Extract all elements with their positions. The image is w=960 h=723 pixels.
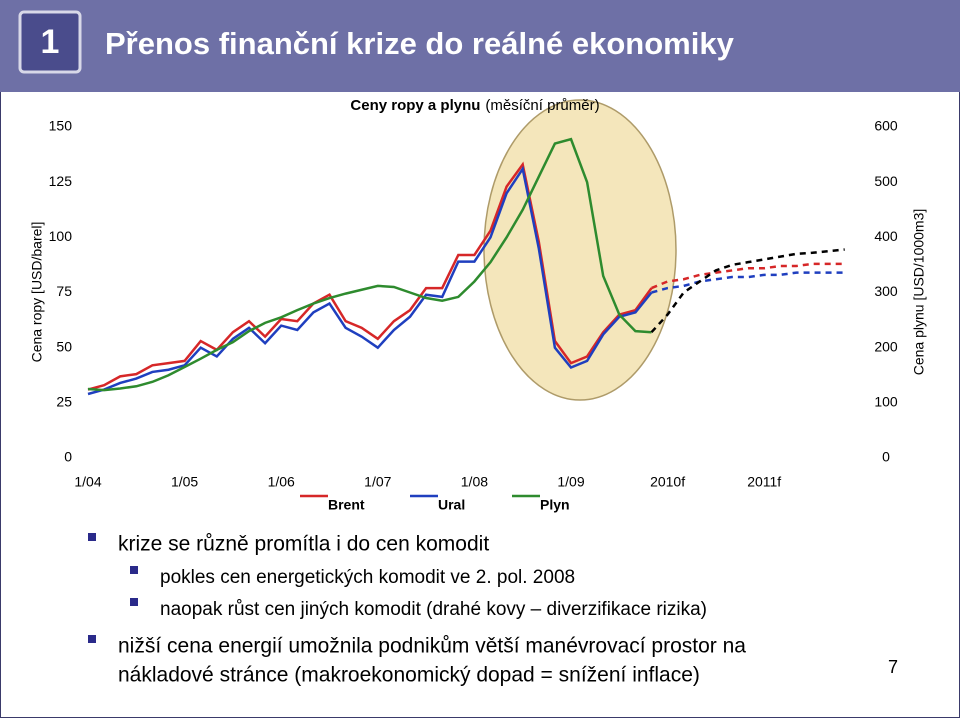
x-tick-label: 1/05 bbox=[171, 474, 198, 490]
series-line bbox=[87, 161, 653, 391]
y2-tick-label: 100 bbox=[874, 394, 898, 410]
bullets: krize se různě promítla i do cen komodit… bbox=[88, 533, 746, 687]
series-line bbox=[87, 165, 653, 396]
bullet-marker bbox=[88, 635, 96, 643]
y2-tick-label: 600 bbox=[874, 118, 898, 134]
bullet-text: naopak růst cen jiných komodit (drahé ko… bbox=[160, 599, 707, 620]
bullet-text: krize se různě promítla i do cen komodit bbox=[118, 533, 489, 556]
y-tick-label: 75 bbox=[56, 283, 72, 299]
y-tick-label: 25 bbox=[56, 394, 72, 410]
chart-title: Ceny ropy a plynu (měsíční průměr) bbox=[350, 97, 599, 114]
y-tick-label: 125 bbox=[49, 173, 73, 189]
x-tick-label: 1/09 bbox=[557, 474, 584, 490]
slide-title: Přenos finanční krize do reálné ekonomik… bbox=[105, 26, 735, 61]
legend-label: Brent bbox=[328, 497, 365, 513]
y-axis-title: Cena ropy [USD/barel] bbox=[29, 222, 45, 363]
page-number: 7 bbox=[888, 657, 898, 677]
x-tick-label: 1/08 bbox=[461, 474, 488, 490]
y2-tick-label: 300 bbox=[874, 283, 898, 299]
forecast-line bbox=[650, 248, 845, 334]
chart-title-main: Ceny ropy a plynu bbox=[350, 97, 480, 114]
chart-subtitle: (měsíční průměr) bbox=[485, 97, 599, 114]
bullet-text: nižší cena energií umožnila podnikům vět… bbox=[118, 635, 746, 658]
y-tick-label: 150 bbox=[49, 118, 73, 134]
y-tick-label: 100 bbox=[49, 228, 73, 244]
x-tick-label: 2010f bbox=[650, 474, 685, 490]
bullet-text: nákladové stránce (makroekonomický dopad… bbox=[118, 664, 700, 687]
y-tick-label: 0 bbox=[64, 449, 72, 465]
slide-number: 1 bbox=[41, 23, 60, 61]
y2-axis-title: Cena plynu [USD/1000m3] bbox=[911, 209, 927, 376]
highlight bbox=[483, 99, 677, 401]
forecast-line bbox=[651, 262, 845, 290]
x-tick-label: 1/04 bbox=[74, 474, 101, 490]
header-bar bbox=[0, 0, 960, 92]
y2-tick-label: 0 bbox=[882, 449, 890, 465]
legend-label: Ural bbox=[438, 497, 465, 513]
x-tick-label: 1/06 bbox=[268, 474, 295, 490]
y2-tick-label: 200 bbox=[874, 338, 898, 354]
x-tick-label: 1/07 bbox=[364, 474, 391, 490]
series-line bbox=[87, 137, 652, 392]
number-box bbox=[18, 10, 82, 74]
y2-tick-label: 500 bbox=[874, 173, 898, 189]
bullet-marker bbox=[130, 598, 138, 606]
x-tick-label: 2011f bbox=[747, 474, 781, 490]
bullet-marker bbox=[88, 533, 96, 541]
bullet-marker bbox=[130, 566, 138, 574]
y-tick-label: 50 bbox=[56, 338, 72, 354]
legend-label: Plyn bbox=[540, 497, 570, 513]
bullet-text: pokles cen energetických komodit ve 2. p… bbox=[160, 567, 575, 588]
y2-tick-label: 400 bbox=[874, 228, 898, 244]
